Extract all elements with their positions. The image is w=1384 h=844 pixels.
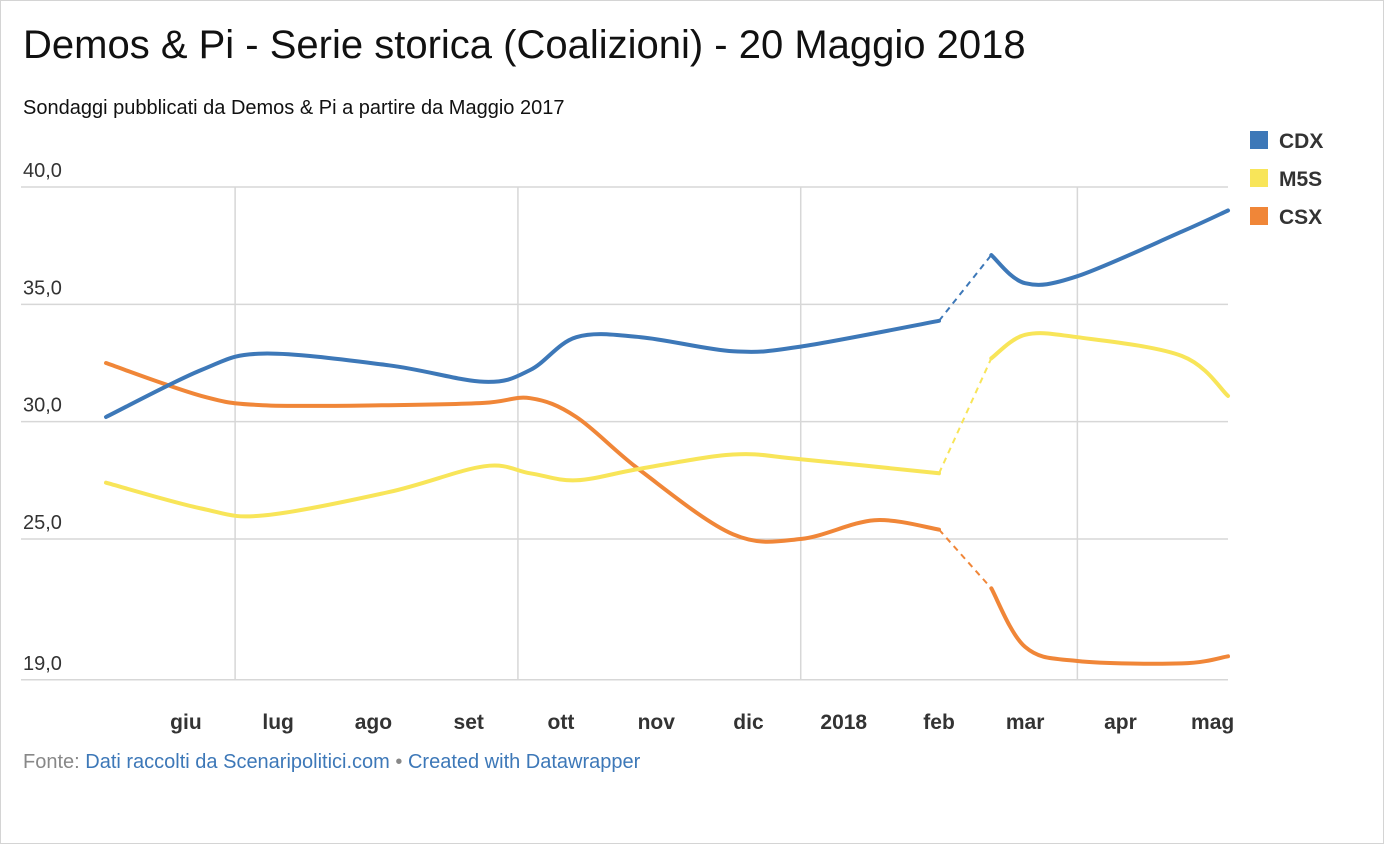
series-line-csx	[104, 361, 941, 544]
series-gap-m5s	[938, 357, 993, 474]
chart-subtitle: Sondaggi pubblicati da Demos & Pi a part…	[23, 97, 565, 119]
y-tick-label: 40,0	[23, 160, 62, 182]
y-tick-label: 25,0	[23, 512, 62, 534]
x-tick-label: lug	[262, 711, 294, 734]
series-lines	[104, 208, 1230, 666]
footer: Fonte: Dati raccolti da Scenaripolitici.…	[23, 751, 640, 774]
series-gap-csx	[938, 528, 993, 589]
y-axis: 40,0 35,0 30,0 25,0 19,0	[23, 160, 62, 675]
series-line-csx-after	[989, 586, 1230, 666]
legend-label-m5s: M5S	[1279, 168, 1322, 191]
series-line-m5s	[104, 452, 941, 519]
source-label: Fonte:	[23, 751, 80, 773]
legend-label-cdx: CDX	[1279, 130, 1323, 153]
y-tick-label: 19,0	[23, 653, 62, 675]
x-tick-label: mag	[1191, 711, 1234, 734]
datawrapper-link[interactable]: Created with Datawrapper	[407, 751, 641, 773]
series-line-cdx	[104, 318, 941, 419]
legend-swatch-cdx	[1250, 131, 1268, 149]
x-axis: giu lug ago set ott nov dic 2018 feb mar apr mag	[170, 711, 1234, 734]
x-tick-label: ott	[548, 711, 575, 734]
legend-swatch-m5s	[1250, 169, 1268, 187]
legend-label-csx: CSX	[1279, 206, 1322, 229]
x-tick-label: feb	[923, 711, 955, 734]
y-tick-label: 35,0	[23, 277, 62, 299]
x-tick-label: mar	[1006, 711, 1045, 734]
x-tick-label: nov	[638, 711, 676, 734]
chart-title: Demos & Pi - Serie storica (Coalizioni) …	[23, 23, 1026, 67]
y-tick-label: 30,0	[23, 395, 62, 417]
legend-swatch-csx	[1250, 207, 1268, 225]
series-line-cdx-after	[989, 208, 1230, 287]
series-gap-cdx	[938, 254, 993, 322]
grid-lines	[21, 186, 1228, 681]
legend: CDX M5S CSX	[1250, 130, 1323, 229]
x-tick-label: dic	[733, 711, 764, 734]
series-line-m5s-after	[989, 331, 1230, 398]
source-link[interactable]: Dati raccolti da Scenaripolitici.com	[85, 751, 390, 773]
x-tick-label: ago	[355, 711, 392, 734]
x-tick-label: 2018	[820, 711, 867, 734]
footer-separator: •	[395, 751, 403, 773]
x-tick-label: giu	[170, 711, 202, 734]
x-tick-label: apr	[1104, 711, 1137, 734]
x-tick-label: set	[454, 711, 484, 734]
